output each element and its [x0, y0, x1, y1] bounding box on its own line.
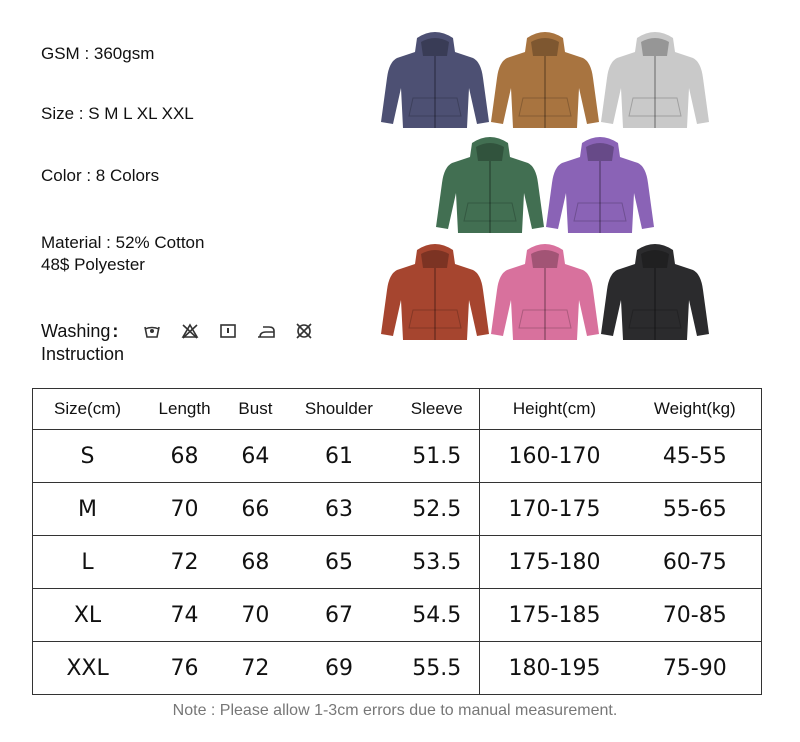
- hoodie-image: [485, 28, 605, 132]
- hoodie-image: [485, 240, 605, 344]
- table-cell: XL: [32, 588, 143, 642]
- column-header: Shoulder: [283, 388, 395, 430]
- table-header-row: Size(cm) Length Bust Shoulder Sleeve Height(c…: [32, 388, 762, 430]
- column-header: Length: [142, 388, 228, 430]
- table-cell: 74: [142, 588, 228, 642]
- table-row: L 72 68 65 53.5 175-180 60-75: [32, 535, 762, 589]
- washing-icons: [142, 322, 314, 340]
- column-header: Sleeve: [394, 388, 480, 430]
- table-row: XL 74 70 67 54.5 175-185 70-85: [32, 588, 762, 642]
- table-cell: XXL: [32, 641, 143, 695]
- table-cell: 51.5: [394, 429, 480, 483]
- washing-instruction: Washing: Instruction: [41, 320, 124, 366]
- color-spec: Color : 8 Colors: [41, 166, 160, 185]
- table-cell: 66: [227, 482, 284, 536]
- measurement-note: Note : Please allow 1-3cm errors due to …: [172, 702, 618, 719]
- table-cell: 70-85: [628, 588, 762, 642]
- washing-colon: :: [112, 321, 119, 341]
- table-cell: 69: [283, 641, 395, 695]
- table-cell: 55.5: [394, 641, 480, 695]
- table-row: M 70 66 63 52.5 170-175 55-65: [32, 482, 762, 536]
- table-cell: 52.5: [394, 482, 480, 536]
- table-cell: 65: [283, 535, 395, 589]
- table-cell: 72: [227, 641, 284, 695]
- hand-wash-icon: [144, 326, 160, 338]
- iron-icon: [258, 326, 275, 338]
- column-header: Height(cm): [479, 388, 629, 430]
- table-cell: 76: [142, 641, 228, 695]
- table-cell: 55-65: [628, 482, 762, 536]
- table-cell: 45-55: [628, 429, 762, 483]
- tumble-dry-icon: [220, 324, 236, 338]
- material-line-2: 48$ Polyester: [41, 255, 145, 274]
- material-line-1: Material : 52% Cotton: [41, 233, 205, 252]
- no-dry-clean-icon: [296, 323, 312, 339]
- table-cell: 180-195: [479, 641, 629, 695]
- column-header: Weight(kg): [628, 388, 762, 430]
- table-cell: 175-180: [479, 535, 629, 589]
- table-cell: 63: [283, 482, 395, 536]
- table-cell: 75-90: [628, 641, 762, 695]
- size-spec: Size : S M L XL XXL: [41, 104, 194, 123]
- no-bleach-icon: [181, 323, 199, 339]
- gsm-spec: GSM : 360gsm: [41, 44, 155, 63]
- size-chart-table: Size(cm) Length Bust Shoulder Sleeve Height(c…: [32, 388, 762, 695]
- table-cell: L: [32, 535, 143, 589]
- table-cell: 54.5: [394, 588, 480, 642]
- hoodie-image: [540, 133, 660, 237]
- table-row: XXL 76 72 69 55.5 180-195 75-90: [32, 641, 762, 695]
- instruction-label: Instruction: [41, 344, 125, 364]
- column-header: Size(cm): [32, 388, 143, 430]
- column-header: Bust: [227, 388, 284, 430]
- table-row: S 68 64 61 51.5 160-170 45-55: [32, 429, 762, 483]
- table-cell: 64: [227, 429, 284, 483]
- hoodie-image: [595, 28, 715, 132]
- table-cell: 175-185: [479, 588, 629, 642]
- table-cell: 72: [142, 535, 228, 589]
- hoodie-image: [595, 240, 715, 344]
- washing-label: Washing: [41, 321, 111, 341]
- table-cell: 61: [283, 429, 395, 483]
- table-cell: 70: [142, 482, 228, 536]
- table-cell: 170-175: [479, 482, 629, 536]
- table-cell: 67: [283, 588, 395, 642]
- table-cell: 160-170: [479, 429, 629, 483]
- hoodie-image: [375, 240, 495, 344]
- table-cell: 53.5: [394, 535, 480, 589]
- table-cell: M: [32, 482, 143, 536]
- table-cell: 60-75: [628, 535, 762, 589]
- hoodie-image: [375, 28, 495, 132]
- table-cell: 70: [227, 588, 284, 642]
- table-cell: 68: [142, 429, 228, 483]
- material-spec: Material : 52% Cotton 48$ Polyester: [41, 232, 204, 276]
- table-cell: 68: [227, 535, 284, 589]
- table-cell: S: [32, 429, 143, 483]
- hoodie-image: [430, 133, 550, 237]
